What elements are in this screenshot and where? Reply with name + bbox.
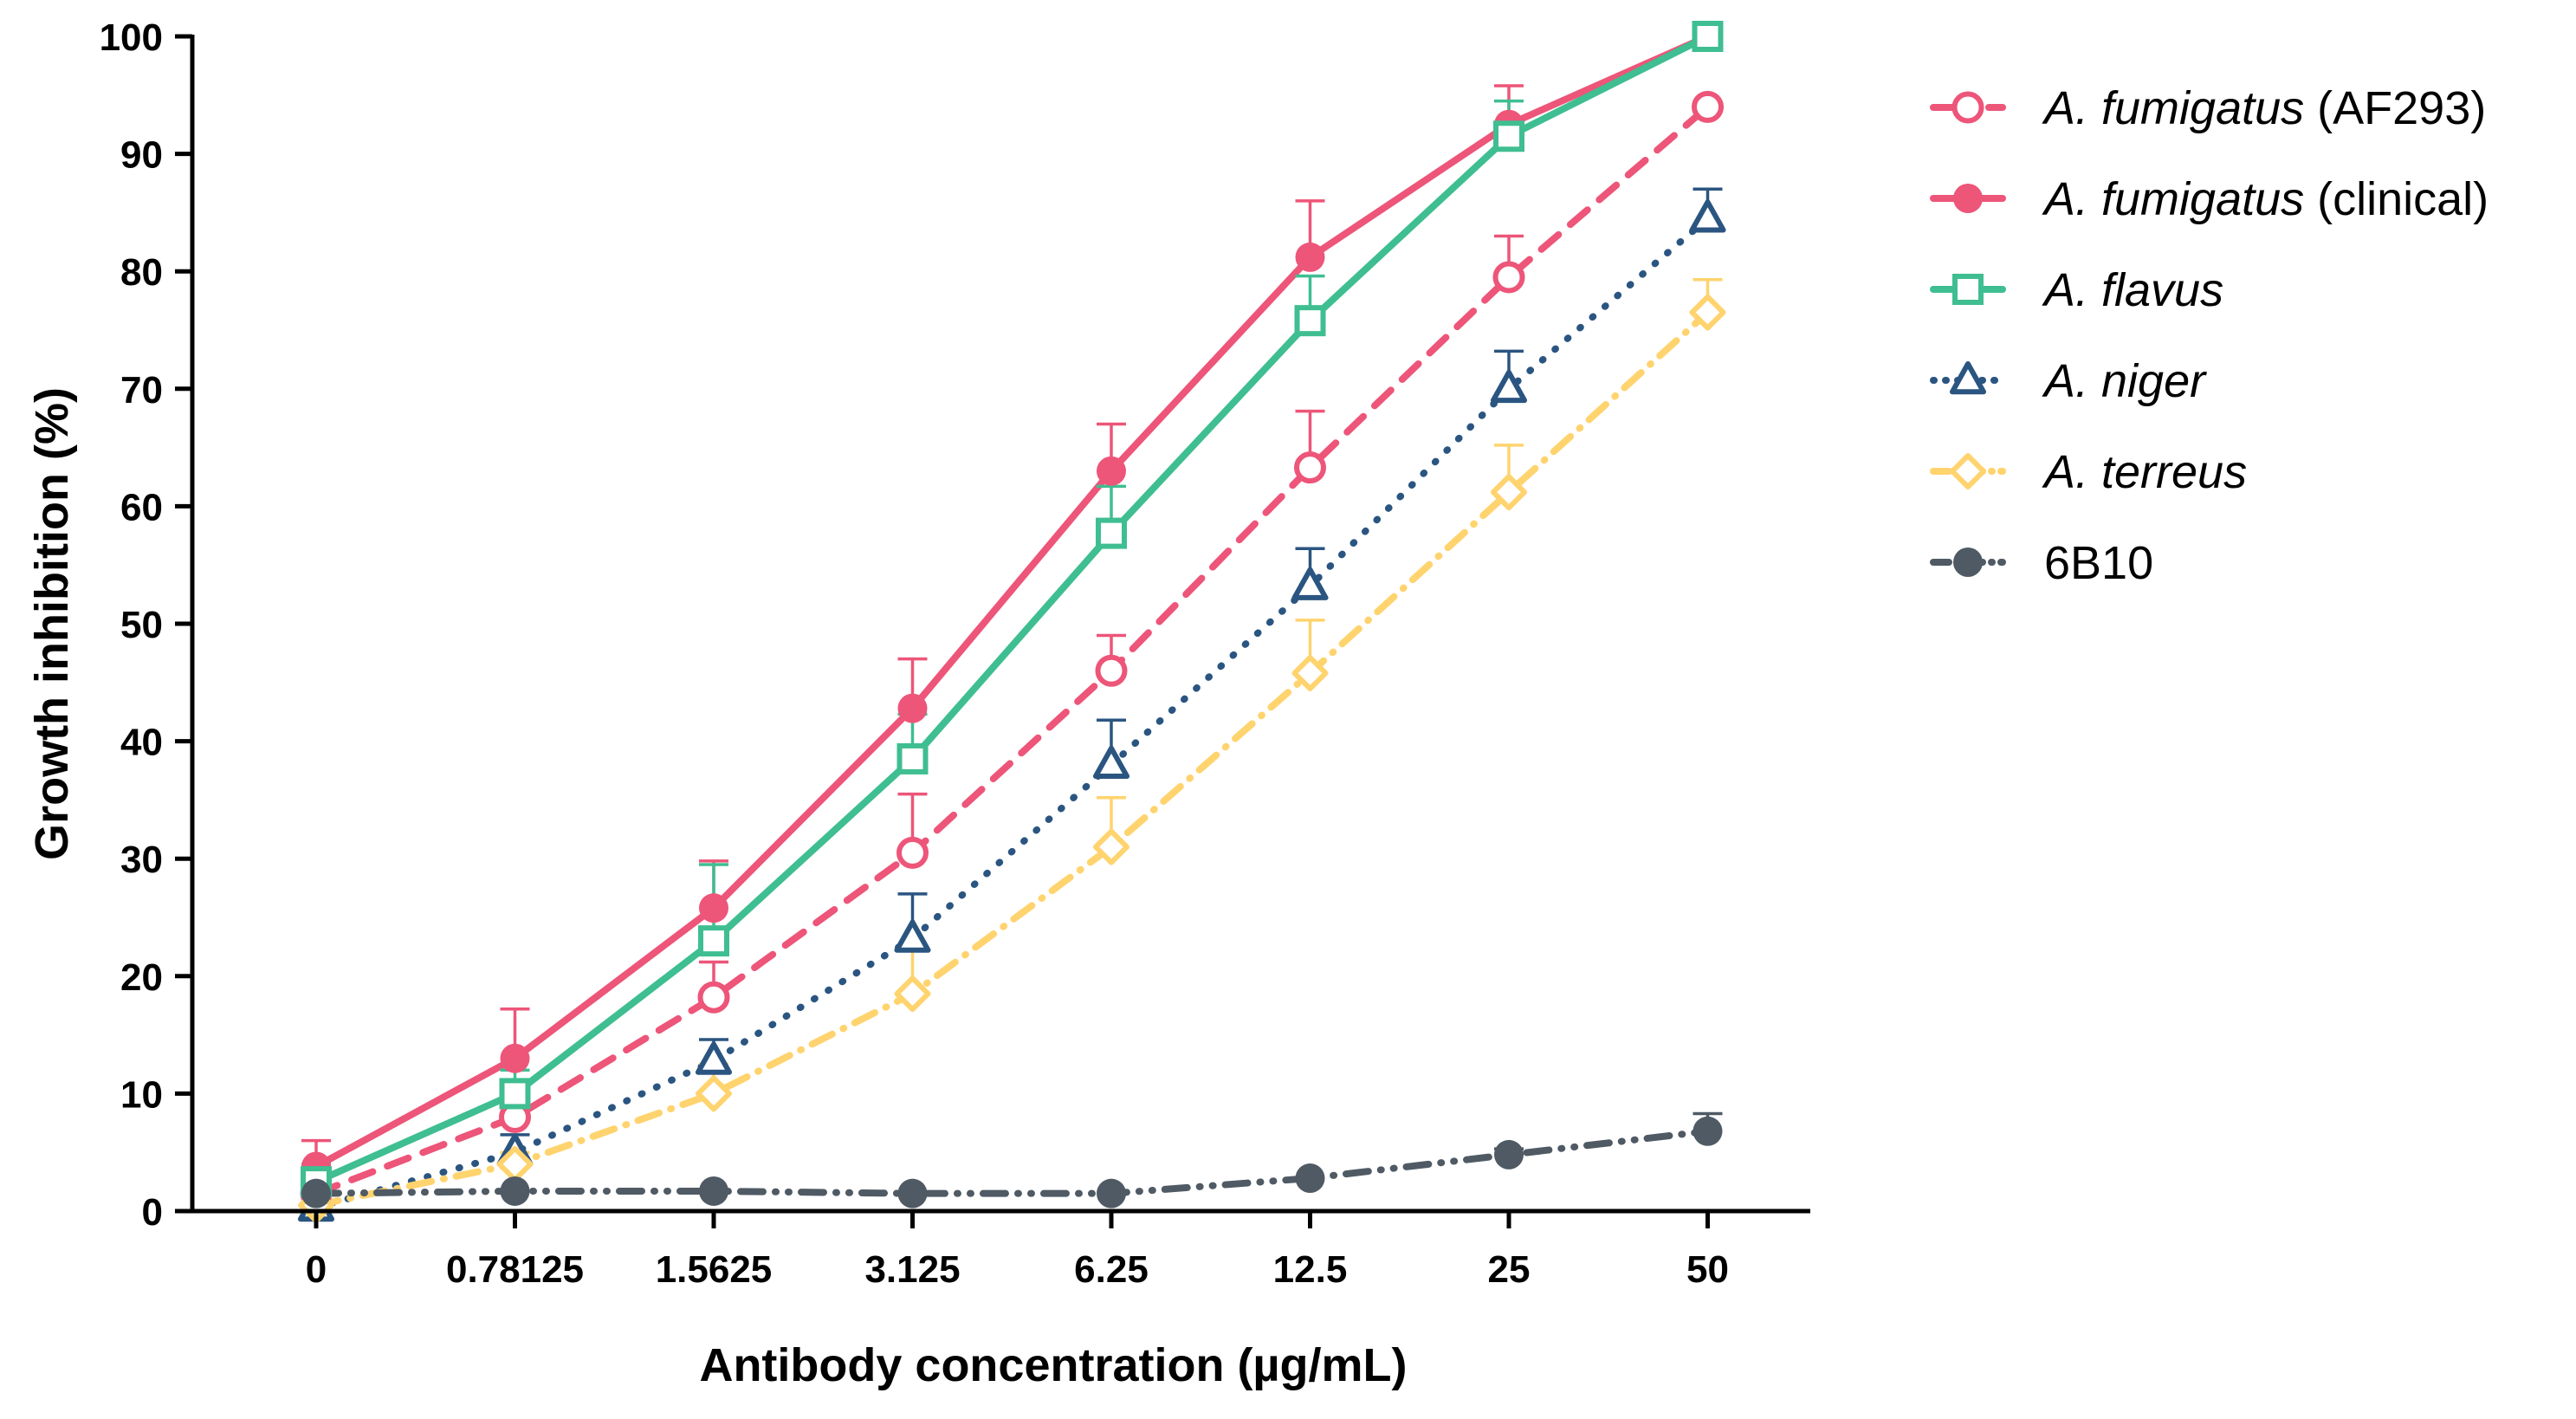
data-point-4-7 bbox=[1689, 294, 1726, 331]
series-line-3 bbox=[313, 215, 1712, 1211]
data-point-3-7 bbox=[1689, 199, 1726, 233]
data-point-3-3 bbox=[894, 919, 931, 953]
series-line-4 bbox=[313, 308, 1712, 1209]
data-point-5-3 bbox=[897, 1178, 928, 1208]
data-point-1-4 bbox=[1097, 456, 1126, 486]
legend-label-4: A. terreus bbox=[2042, 446, 2247, 498]
legend-marker-3 bbox=[1949, 361, 1987, 395]
data-point-2-6 bbox=[1493, 120, 1524, 152]
legend-label-suffix: (AF293) bbox=[2304, 82, 2486, 134]
data-point-4-2 bbox=[696, 1075, 732, 1112]
legend-label-5: 6B10 bbox=[2044, 537, 2153, 589]
y-tick-label: 50 bbox=[120, 604, 163, 646]
data-point-0-2 bbox=[697, 981, 730, 1014]
series-line-5 bbox=[313, 1127, 1712, 1197]
x-tick-label: 25 bbox=[1488, 1248, 1531, 1291]
data-point-3-2 bbox=[695, 1041, 733, 1075]
data-point-2-1 bbox=[499, 1078, 531, 1110]
legend-label-2: A. flavus bbox=[2042, 264, 2223, 316]
data-point-0-4 bbox=[1095, 654, 1128, 687]
y-tick-label: 100 bbox=[100, 16, 163, 59]
data-point-5-5 bbox=[1295, 1163, 1325, 1194]
legend-label-italic: A. terreus bbox=[2042, 446, 2247, 498]
legend-label-italic: A. fumigatus bbox=[2042, 173, 2304, 225]
legend-label-suffix: (clinical) bbox=[2304, 173, 2489, 225]
legend-label-italic: A. niger bbox=[2042, 355, 2207, 407]
y-tick-label: 10 bbox=[120, 1073, 163, 1116]
y-tick-label: 30 bbox=[120, 839, 163, 881]
legend-label-0: A. fumigatus (AF293) bbox=[2042, 82, 2486, 134]
y-tick-label: 40 bbox=[120, 722, 163, 764]
data-point-0-7 bbox=[1692, 90, 1724, 123]
x-tick-label: 3.125 bbox=[864, 1248, 960, 1291]
data-point-5-0 bbox=[301, 1178, 331, 1208]
y-tick-label: 90 bbox=[120, 134, 163, 177]
data-point-3-6 bbox=[1490, 369, 1528, 404]
data-point-4-6 bbox=[1491, 474, 1527, 511]
x-tick-label: 12.5 bbox=[1273, 1248, 1348, 1291]
data-point-1-3 bbox=[897, 693, 928, 723]
data-point-3-4 bbox=[1092, 745, 1130, 780]
y-tick-label: 20 bbox=[120, 956, 163, 999]
y-tick-label: 60 bbox=[120, 486, 163, 528]
x-tick-label: 1.5625 bbox=[656, 1248, 773, 1291]
data-point-5-7 bbox=[1693, 1116, 1723, 1146]
legend-label-suffix: 6B10 bbox=[2044, 537, 2153, 589]
x-tick-label: 0 bbox=[306, 1248, 327, 1291]
x-tick-label: 50 bbox=[1686, 1248, 1729, 1291]
legend-label-italic: A. fumigatus bbox=[2042, 82, 2304, 134]
legend-marker-2 bbox=[1952, 274, 1984, 305]
legend-marker-5 bbox=[1953, 548, 1983, 577]
data-point-0-5 bbox=[1294, 451, 1326, 484]
data-point-1-2 bbox=[699, 893, 728, 923]
legend-label-1: A. fumigatus (clinical) bbox=[2042, 173, 2489, 225]
y-tick-label: 70 bbox=[120, 369, 163, 411]
y-axis-title: Growth inhibition (%) bbox=[26, 387, 78, 860]
data-point-2-7 bbox=[1692, 21, 1724, 52]
x-tick-label: 0.78125 bbox=[446, 1248, 584, 1291]
y-tick-label: 0 bbox=[142, 1191, 163, 1234]
legend-marker-1 bbox=[1953, 184, 1983, 213]
series-line-2 bbox=[313, 33, 1712, 1186]
data-point-4-5 bbox=[1291, 654, 1329, 691]
series-line-0 bbox=[313, 103, 1712, 1197]
data-point-1-1 bbox=[500, 1043, 530, 1073]
data-point-4-3 bbox=[894, 975, 931, 1013]
x-axis-title: Antibody concentration (µg/mL) bbox=[699, 1339, 1407, 1391]
y-tick-label: 80 bbox=[120, 251, 163, 294]
data-point-3-5 bbox=[1291, 567, 1329, 600]
data-point-5-6 bbox=[1494, 1139, 1524, 1170]
x-tick-label: 6.25 bbox=[1074, 1248, 1149, 1291]
data-point-4-4 bbox=[1093, 828, 1129, 865]
legend-marker-0 bbox=[1951, 91, 1984, 124]
data-point-2-4 bbox=[1096, 517, 1127, 549]
data-point-0-3 bbox=[896, 836, 929, 869]
data-point-5-4 bbox=[1097, 1178, 1126, 1208]
legend-label-3: A. niger bbox=[2042, 355, 2207, 407]
series-line-1 bbox=[313, 33, 1712, 1170]
data-point-2-2 bbox=[698, 925, 729, 957]
data-point-5-2 bbox=[699, 1176, 728, 1206]
legend-marker-4 bbox=[1950, 453, 1986, 489]
data-point-5-1 bbox=[500, 1176, 530, 1206]
data-point-2-3 bbox=[896, 742, 929, 774]
data-point-2-5 bbox=[1294, 305, 1326, 337]
legend-label-italic: A. flavus bbox=[2042, 264, 2223, 316]
data-point-1-5 bbox=[1295, 242, 1325, 272]
data-point-0-6 bbox=[1492, 261, 1525, 294]
